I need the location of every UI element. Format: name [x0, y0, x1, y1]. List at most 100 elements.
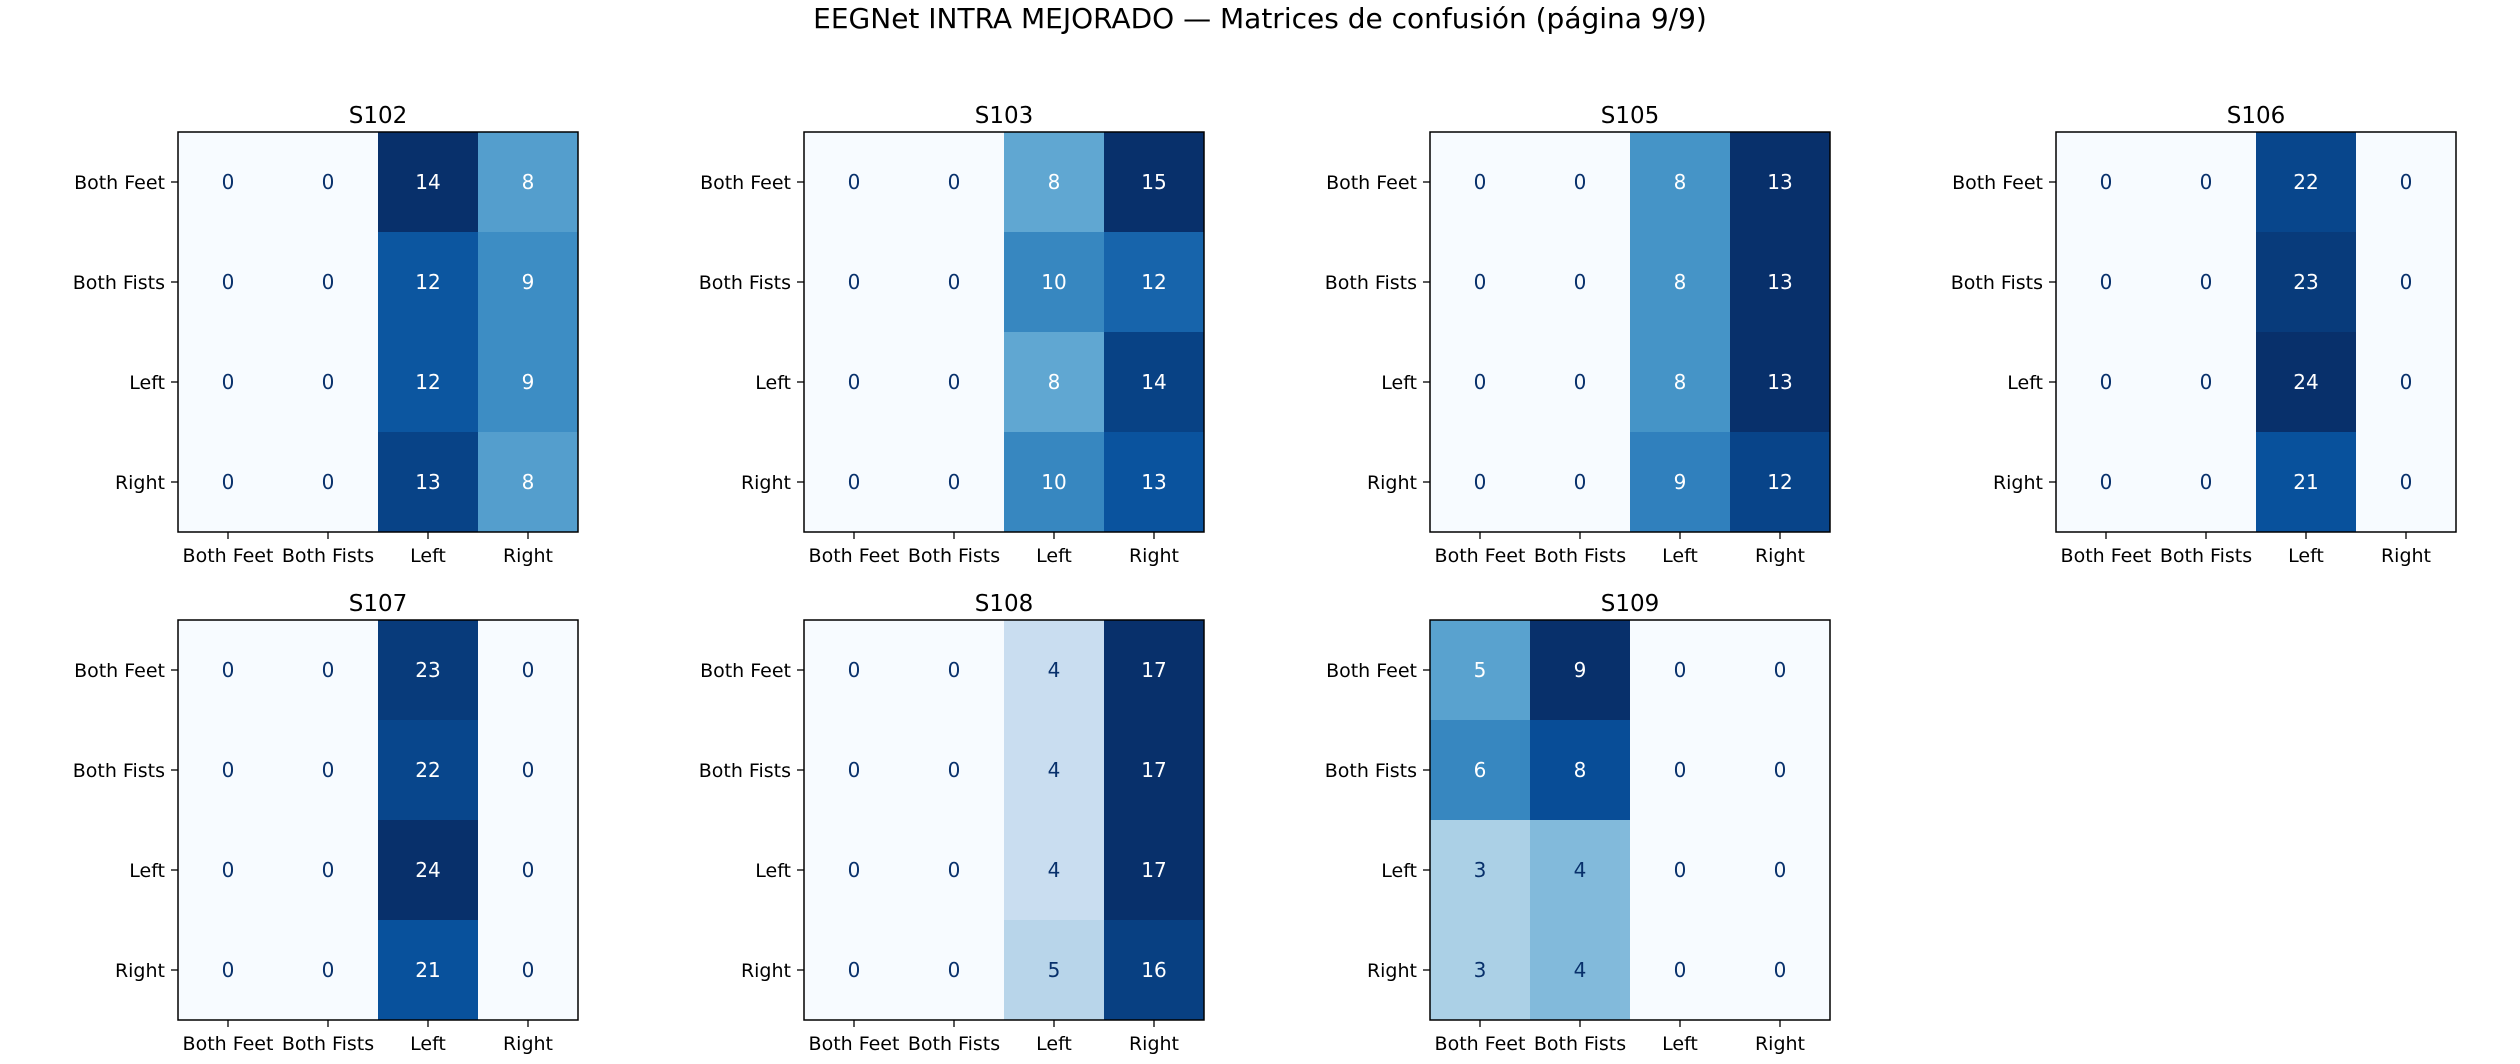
cell-value: 0 [2200, 370, 2213, 394]
cell-value: 0 [522, 758, 535, 782]
heatmap-cell [378, 920, 478, 1020]
heatmap-cell [278, 232, 378, 332]
matrix-panel-s103: 0 0 8 15 0 0 10 12 0 0 8 14 0 0 10 13 S103 Both Feet Both … [699, 103, 1205, 567]
y-tick-label: Left [1381, 372, 1417, 394]
cell-value: 0 [948, 270, 961, 294]
heatmap-cell [178, 720, 278, 820]
cell-value: 0 [322, 658, 335, 682]
axes-frame [177, 619, 579, 1021]
cell-value: 12 [1767, 470, 1792, 494]
heatmap-cell [1530, 332, 1630, 432]
y-tick-label: Both Feet [700, 660, 791, 682]
cell-value: 0 [2100, 270, 2113, 294]
heatmap-cell [804, 820, 904, 920]
heatmap-cell [1004, 720, 1104, 820]
cell-value: 8 [1674, 270, 1687, 294]
cell-value: 0 [848, 370, 861, 394]
cell-value: 0 [948, 858, 961, 882]
cell-value: 0 [322, 370, 335, 394]
heatmap-cell [278, 720, 378, 820]
y-tick-label: Both Fists [73, 272, 165, 294]
y-tick-label: Right [741, 960, 791, 982]
heatmap-cell [1730, 432, 1830, 532]
cell-value: 0 [222, 658, 235, 682]
heatmap-cell [2256, 132, 2356, 232]
cell-value: 0 [1574, 470, 1587, 494]
heatmap-cell [1104, 232, 1204, 332]
heatmap-cell [478, 920, 578, 1020]
cell-value: 17 [1141, 858, 1166, 882]
heatmap-cell [1630, 720, 1730, 820]
cell-value: 0 [948, 758, 961, 782]
x-tick-label: Both Feet [1435, 545, 1526, 567]
heatmap-cell [1430, 132, 1530, 232]
cell-value: 13 [415, 470, 440, 494]
heatmap-cell [2056, 132, 2156, 232]
cell-value: 10 [1041, 470, 1066, 494]
heatmap-cell [2356, 232, 2456, 332]
cell-value: 14 [1141, 370, 1166, 394]
heatmap-cell [904, 820, 1004, 920]
cell-value: 13 [1767, 370, 1792, 394]
heatmap-cell [804, 720, 904, 820]
heatmap-cell [1104, 620, 1204, 720]
heatmap-cell [904, 720, 1004, 820]
x-tick-label: Left [1036, 545, 1072, 567]
heatmap-cell [1730, 332, 1830, 432]
x-tick-label: Right [1129, 545, 1179, 567]
x-tick-label: Both Fists [2160, 545, 2252, 567]
heatmap-cell [1104, 720, 1204, 820]
cell-value: 0 [848, 270, 861, 294]
cell-value: 5 [1048, 958, 1061, 982]
figure-title: EEGNet INTRA MEJORADO — Matrices de conf… [813, 2, 1707, 35]
heatmap-cell [904, 132, 1004, 232]
cell-value: 8 [1674, 170, 1687, 194]
matrix-panel-s109: 5 9 0 0 6 8 0 0 3 4 0 0 3 4 0 0 S109 Both Feet Both Fists L… [1325, 591, 1831, 1055]
cell-value: 0 [222, 858, 235, 882]
heatmap-cell [2356, 332, 2456, 432]
matrix-panel-s106: 0 0 22 0 0 0 23 0 0 0 24 0 0 0 21 0 S106 Both Feet Both Fi… [1951, 103, 2457, 567]
y-tick-label: Both Feet [1326, 172, 1417, 194]
x-tick-label: Right [1755, 1033, 1805, 1055]
cell-value: 0 [1774, 858, 1787, 882]
cell-value: 0 [322, 270, 335, 294]
cell-value: 0 [1674, 658, 1687, 682]
heatmap-cell [478, 820, 578, 920]
cell-value: 17 [1141, 758, 1166, 782]
x-tick-label: Both Fists [1534, 1033, 1626, 1055]
cell-value: 24 [2293, 370, 2318, 394]
y-tick-label: Left [1381, 860, 1417, 882]
cell-value: 0 [1674, 758, 1687, 782]
cell-value: 0 [848, 958, 861, 982]
panel-title: S103 [975, 103, 1034, 129]
heatmap-cell [478, 432, 578, 532]
heatmap-cell [1430, 332, 1530, 432]
cell-value: 0 [1774, 658, 1787, 682]
heatmap-cell [2056, 332, 2156, 432]
x-tick-label: Both Feet [183, 1033, 274, 1055]
y-tick-label: Right [1367, 960, 1417, 982]
axes-frame [803, 619, 1205, 1021]
heatmap-cell [804, 432, 904, 532]
cell-value: 0 [948, 658, 961, 682]
heatmap-cell [1004, 332, 1104, 432]
heatmap-cell [804, 232, 904, 332]
heatmap-cell [178, 132, 278, 232]
heatmap-cell [378, 820, 478, 920]
cell-value: 8 [1048, 170, 1061, 194]
cell-value: 17 [1141, 658, 1166, 682]
heatmap-cell [1430, 820, 1530, 920]
heatmap-cell [278, 132, 378, 232]
heatmap-cell [2156, 332, 2256, 432]
heatmap-cell [1630, 132, 1730, 232]
heatmap-cell [1630, 332, 1730, 432]
cell-value: 0 [1574, 270, 1587, 294]
heatmap-cell [478, 620, 578, 720]
cell-value: 0 [522, 858, 535, 882]
x-tick-label: Both Fists [282, 1033, 374, 1055]
x-tick-label: Both Feet [183, 545, 274, 567]
cell-value: 0 [2100, 170, 2113, 194]
matrix-panels: 0 0 14 8 0 0 12 9 0 0 12 9 0 0 13 8 S102 Both Feet Both Fi… [73, 103, 2457, 1055]
cell-value: 4 [1048, 758, 1061, 782]
